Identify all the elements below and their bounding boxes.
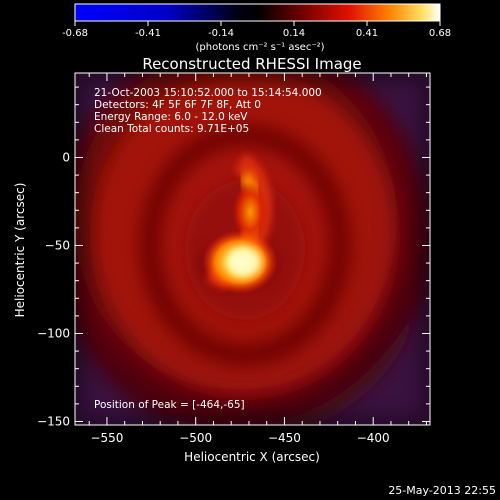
x-tick-label: −450 xyxy=(268,431,301,445)
chart-title: Reconstructed RHESSI Image xyxy=(142,55,361,73)
annotation-line: Detectors: 4F 5F 6F 7F 8F, Att 0 xyxy=(94,99,261,111)
plot-frame xyxy=(74,72,431,426)
colorbar-unit-label: (photons cm⁻² s⁻¹ asec⁻²) xyxy=(195,42,324,53)
colorbar-tick-label: -0.14 xyxy=(208,28,234,39)
colorbar-ticks: -0.68 -0.41 -0.14 0.14 0.41 0.68 xyxy=(62,21,451,39)
y-tick-label: 0 xyxy=(62,150,70,164)
peak-position-label: Position of Peak = [-464,-65] xyxy=(94,399,245,411)
colorbar-tick-label: 0.68 xyxy=(429,28,451,39)
y-tick-label: −50 xyxy=(45,238,70,252)
y-tick-label: −100 xyxy=(37,326,70,340)
y-tick-label: −150 xyxy=(37,414,70,428)
footer-timestamp: 25-May-2013 22:55 xyxy=(388,484,496,497)
x-tick-label: −400 xyxy=(357,431,390,445)
x-tick-label: −550 xyxy=(90,431,123,445)
x-tick-label: −500 xyxy=(179,431,212,445)
axis-ticks: −550 −500 −450 −400−150−100−500 xyxy=(37,73,430,445)
annotation-line: 21-Oct-2003 15:10:52.000 to 15:14:54.000 xyxy=(94,87,322,99)
colorbar-tick-label: 0.41 xyxy=(356,28,378,39)
annotation-line: Clean Total counts: 9.71E+05 xyxy=(94,123,249,135)
colorbar xyxy=(74,3,441,22)
colorbar-tick-label: 0.14 xyxy=(283,28,305,39)
x-axis-label: Heliocentric X (arcsec) xyxy=(184,450,320,464)
annotation-block: 21-Oct-2003 15:10:52.000 to 15:14:54.000… xyxy=(94,87,322,135)
y-axis-label: Heliocentric Y (arcsec) xyxy=(13,183,27,318)
heatmap-image xyxy=(75,73,430,425)
annotation-line: Energy Range: 6.0 - 12.0 keV xyxy=(94,111,248,123)
colorbar-tick-label: -0.68 xyxy=(62,28,88,39)
colorbar-tick-label: -0.41 xyxy=(135,28,161,39)
